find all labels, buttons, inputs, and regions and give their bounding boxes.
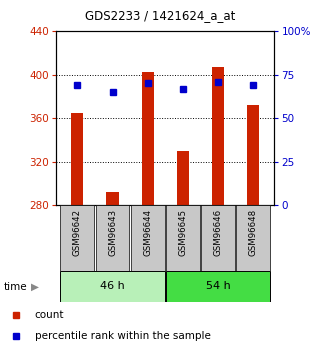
Text: 54 h: 54 h xyxy=(206,282,230,291)
Text: time: time xyxy=(3,282,27,292)
Text: GSM96645: GSM96645 xyxy=(178,208,187,256)
Bar xyxy=(212,67,224,205)
FancyBboxPatch shape xyxy=(237,205,270,271)
Text: ▶: ▶ xyxy=(30,282,39,292)
Bar xyxy=(142,72,154,205)
FancyBboxPatch shape xyxy=(96,205,129,271)
Text: GSM96648: GSM96648 xyxy=(249,208,258,256)
Text: GSM96643: GSM96643 xyxy=(108,208,117,256)
FancyBboxPatch shape xyxy=(131,205,165,271)
FancyBboxPatch shape xyxy=(60,205,94,271)
Text: count: count xyxy=(35,310,64,320)
Bar xyxy=(71,113,83,205)
FancyBboxPatch shape xyxy=(166,271,270,302)
Bar xyxy=(106,192,119,205)
FancyBboxPatch shape xyxy=(201,205,235,271)
Bar xyxy=(247,105,259,205)
FancyBboxPatch shape xyxy=(166,205,200,271)
Text: GDS2233 / 1421624_a_at: GDS2233 / 1421624_a_at xyxy=(85,9,236,22)
Text: GSM96642: GSM96642 xyxy=(73,208,82,256)
Text: GSM96646: GSM96646 xyxy=(213,208,223,256)
Text: percentile rank within the sample: percentile rank within the sample xyxy=(35,331,211,341)
Text: GSM96644: GSM96644 xyxy=(143,208,152,256)
FancyBboxPatch shape xyxy=(60,271,165,302)
Text: 46 h: 46 h xyxy=(100,282,125,291)
Bar xyxy=(177,151,189,205)
